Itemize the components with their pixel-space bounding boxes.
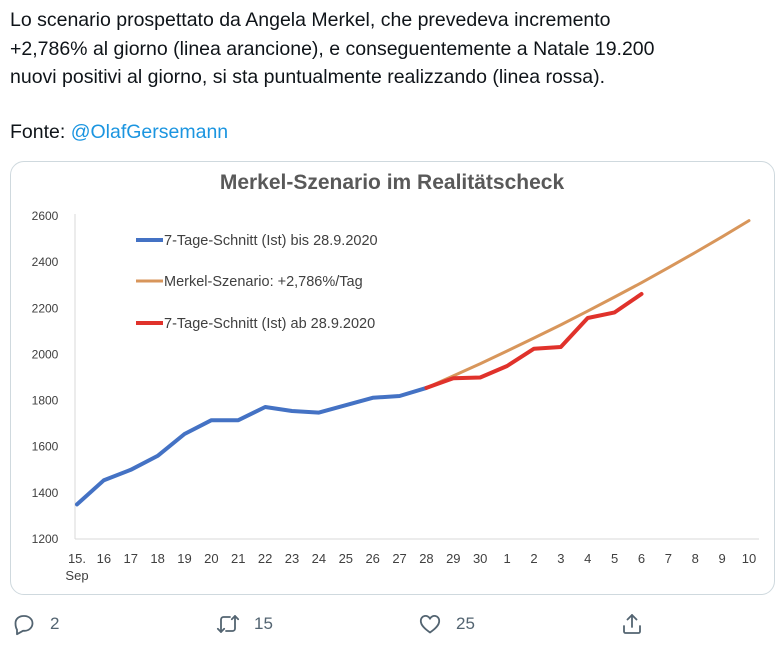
x-tick-label: 21 [231, 551, 245, 566]
x-tick-label: 30 [473, 551, 487, 566]
like-count: 25 [456, 614, 475, 633]
x-tick-label: 26 [365, 551, 379, 566]
x-tick-label: 4 [584, 551, 591, 566]
y-tick-label: 2200 [32, 301, 59, 315]
legend-label: Merkel-Szenario: +2,786%/Tag [164, 274, 363, 290]
y-tick-label: 2000 [32, 347, 59, 361]
x-tick-label: 29 [446, 551, 460, 566]
legend-label: 7-Tage-Schnitt (Ist) bis 28.9.2020 [164, 233, 378, 249]
x-tick-label: 20 [204, 551, 218, 566]
x-tick-label: 28 [419, 551, 433, 566]
tweet-line: nuovi positivi al giorno, si sta puntual… [10, 66, 606, 88]
x-tick-label: 1 [503, 551, 510, 566]
x-tick-label: 5 [611, 551, 618, 566]
reply-button[interactable]: 2 [12, 604, 59, 644]
x-tick-label: 25 [339, 551, 353, 566]
reply-icon [14, 615, 34, 636]
x-tick-label: 9 [719, 551, 726, 566]
x-tick-label: 19 [177, 551, 191, 566]
x-tick-label: 3 [557, 551, 564, 566]
x-tick-label: 15. [68, 551, 86, 566]
legend-label: 7-Tage-Schnitt (Ist) ab 28.9.2020 [164, 316, 375, 332]
x-tick-label: 10 [742, 551, 756, 566]
x-tick-label: 17 [124, 551, 138, 566]
y-tick-label: 2400 [32, 255, 59, 269]
tweet-line: +2,786% al giorno (linea arancione), e c… [10, 37, 655, 60]
x-tick-label: 8 [692, 551, 699, 566]
retweet-count: 15 [254, 614, 273, 633]
share-button[interactable] [620, 604, 644, 644]
media-card[interactable]: Merkel-Szenario im Realitätscheck 1200 14… [10, 161, 775, 595]
y-tick-label: 1400 [32, 486, 59, 500]
like-icon [419, 615, 441, 634]
x-tick-label: 22 [258, 551, 272, 566]
x-tick-label: 6 [638, 551, 645, 566]
tweet-source: Fonte: @OlafGersemann [10, 118, 228, 146]
x-tick-label: 7 [665, 551, 672, 566]
x-tick-label: 24 [312, 551, 326, 566]
x-tick-label: 18 [150, 551, 164, 566]
like-button[interactable]: 25 [418, 604, 475, 644]
x-tick-label: 2 [530, 551, 537, 566]
x-tick-label: 27 [392, 551, 406, 566]
series-line [75, 385, 429, 507]
chart: Merkel-Szenario im Realitätscheck 120014… [32, 171, 759, 583]
y-tick-label: 1600 [32, 440, 59, 454]
x-tick-label: 23 [285, 551, 299, 566]
reply-count: 2 [50, 614, 60, 633]
x-tick-sublabel: Sep [65, 568, 88, 583]
x-tick-label: 16 [97, 551, 111, 566]
source-handle-link[interactable]: @OlafGersemann [70, 121, 229, 143]
retweet-button[interactable]: 15 [216, 604, 273, 644]
retweet-icon [216, 615, 240, 633]
chart-title: Merkel-Szenario im Realitätscheck [220, 171, 565, 194]
tweet-line: Lo scenario prospettato da Angela Merkel… [10, 9, 611, 31]
y-tick-label: 2600 [32, 209, 59, 223]
source-label: Fonte: [10, 121, 71, 143]
tweet-actions: 2 15 25 [0, 604, 778, 644]
y-tick-label: 1800 [32, 394, 59, 408]
series-line [424, 219, 751, 390]
tweet-text: Lo scenario prospettato da Angela Merkel… [10, 6, 770, 92]
y-tick-label: 1200 [32, 532, 59, 546]
share-icon [623, 614, 641, 634]
series-line [424, 292, 644, 390]
